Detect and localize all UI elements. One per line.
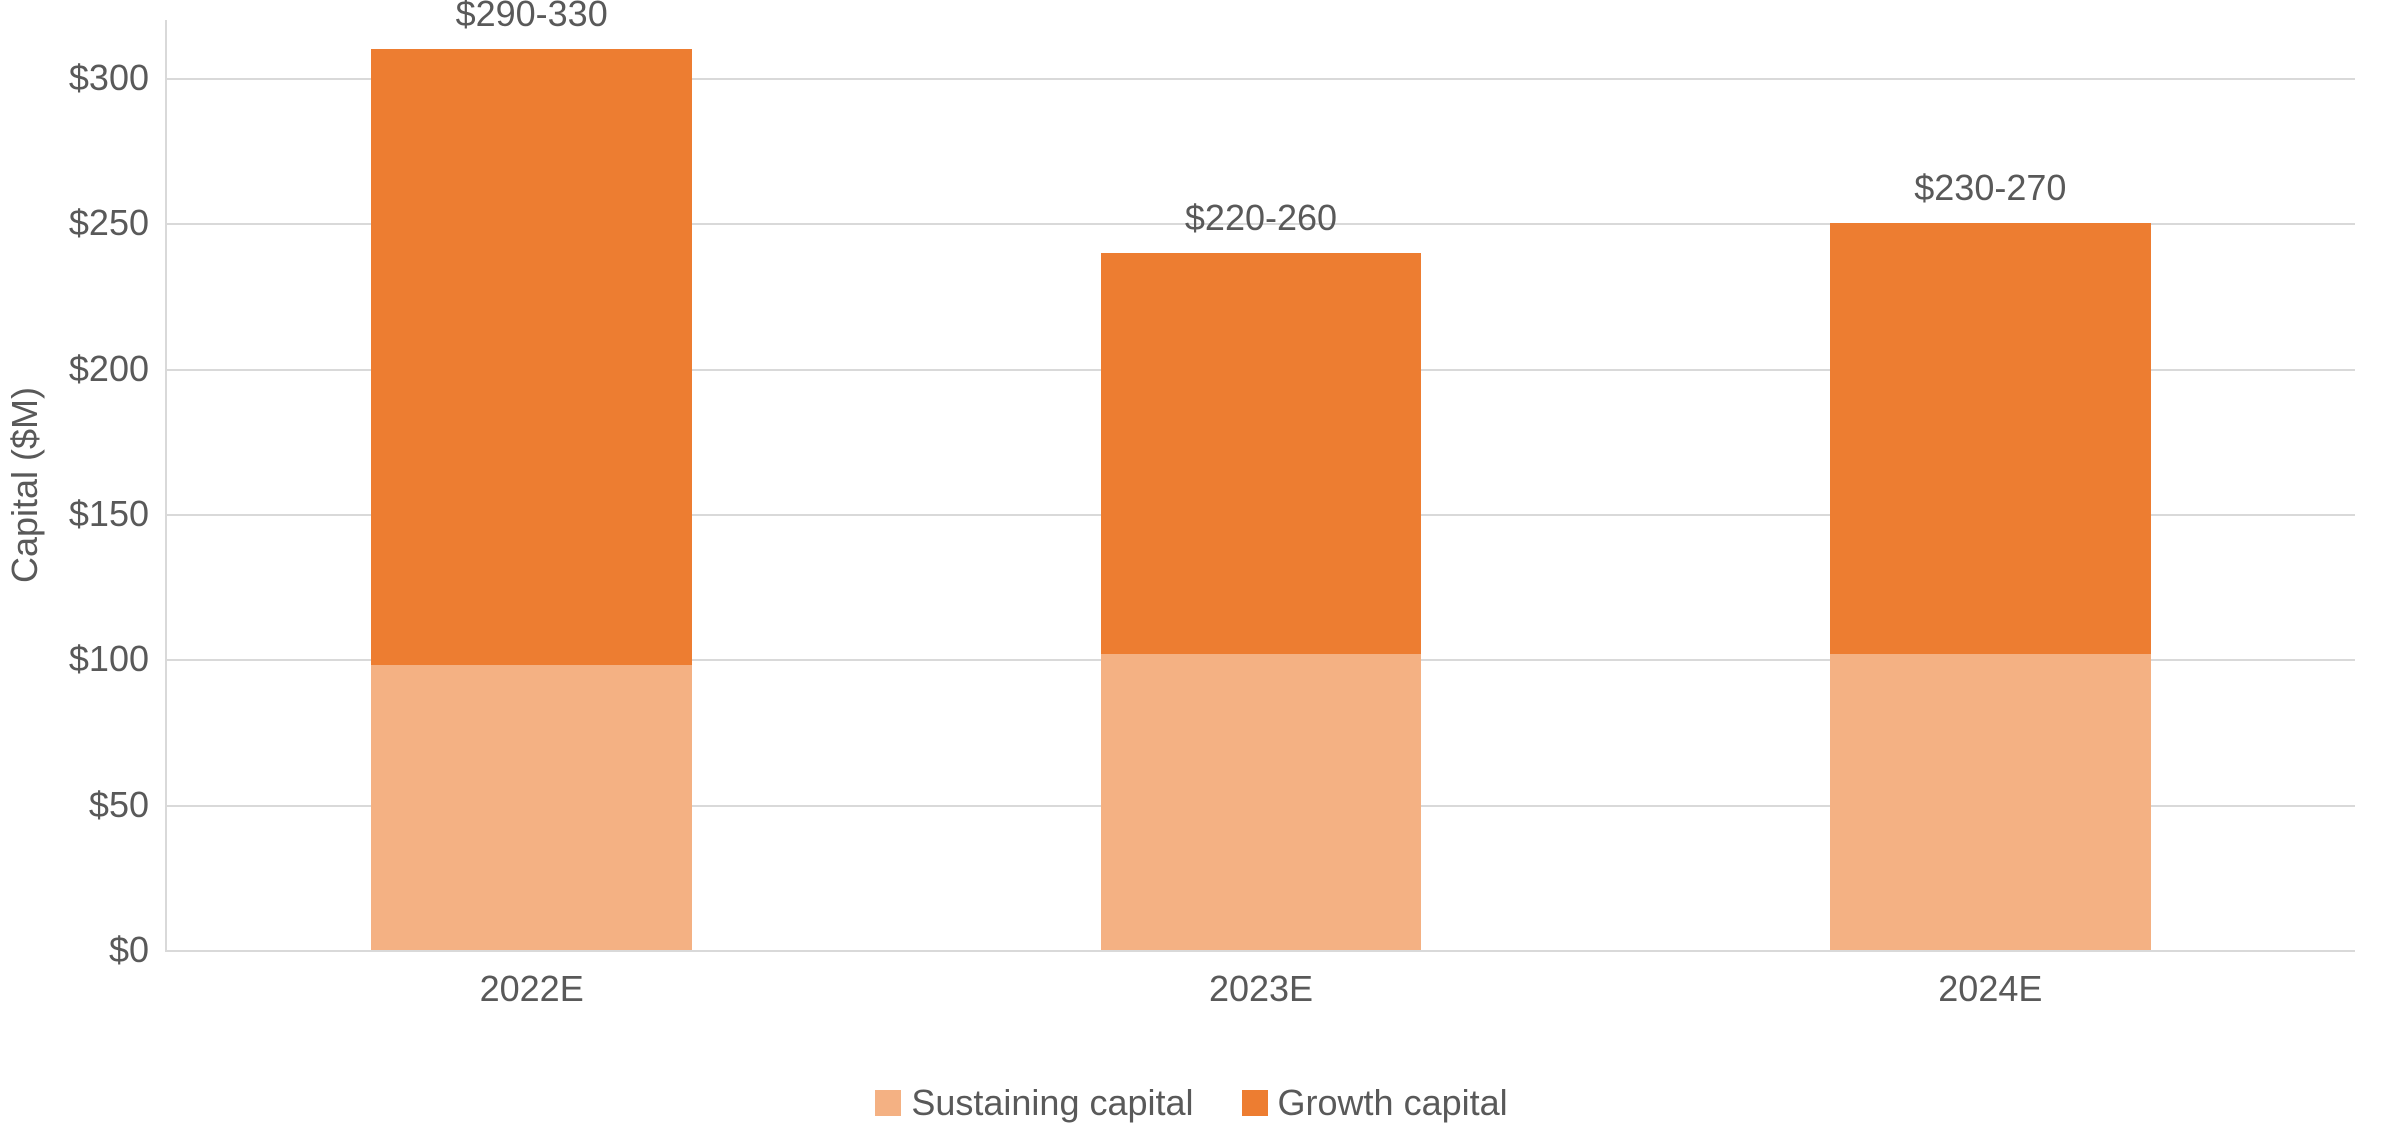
plot-area: $0$50$100$150$200$250$300$290-3302022E$2…	[165, 20, 2355, 952]
bar: $230-270	[1830, 223, 2151, 950]
y-tick-label: $200	[69, 348, 167, 390]
y-tick-label: $50	[89, 784, 167, 826]
y-tick-label: $300	[69, 57, 167, 99]
bar: $220-260	[1101, 253, 1422, 951]
bar-total-label: $230-270	[1914, 167, 2066, 209]
bar-segment-sustaining-capital	[1101, 654, 1422, 950]
y-axis-title: Capital ($M)	[4, 387, 46, 583]
y-tick-label: $150	[69, 493, 167, 535]
y-tick-label: $250	[69, 202, 167, 244]
bar-segment-growth-capital	[371, 49, 692, 665]
bar-total-label: $290-330	[456, 0, 608, 35]
bar: $290-330	[371, 49, 692, 950]
legend-label: Growth capital	[1278, 1082, 1508, 1124]
legend-label: Sustaining capital	[911, 1082, 1193, 1124]
y-tick-label: $0	[109, 929, 167, 971]
bar-total-label: $220-260	[1185, 197, 1337, 239]
bar-segment-sustaining-capital	[1830, 654, 2151, 950]
x-tick-label: 2022E	[480, 950, 584, 1010]
capital-stacked-bar-chart: $0$50$100$150$200$250$300$290-3302022E$2…	[0, 0, 2383, 1142]
bar-segment-growth-capital	[1101, 253, 1422, 654]
legend-item: Growth capital	[1242, 1082, 1508, 1124]
legend-item: Sustaining capital	[875, 1082, 1193, 1124]
bar-segment-growth-capital	[1830, 223, 2151, 653]
x-tick-label: 2024E	[1938, 950, 2042, 1010]
legend: Sustaining capital Growth capital	[0, 1082, 2383, 1124]
y-tick-label: $100	[69, 638, 167, 680]
bar-segment-sustaining-capital	[371, 665, 692, 950]
legend-swatch	[1242, 1090, 1268, 1116]
x-tick-label: 2023E	[1209, 950, 1313, 1010]
legend-swatch	[875, 1090, 901, 1116]
